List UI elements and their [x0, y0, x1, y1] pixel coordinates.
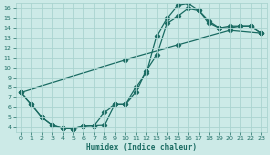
X-axis label: Humidex (Indice chaleur): Humidex (Indice chaleur): [86, 143, 197, 152]
